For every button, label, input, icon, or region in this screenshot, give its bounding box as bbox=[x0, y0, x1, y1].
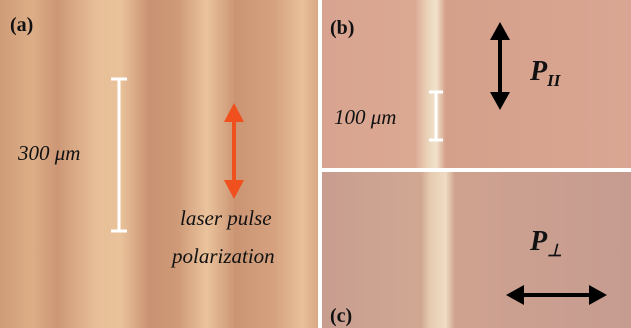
panel-c-image bbox=[322, 172, 631, 328]
panel-label: (c) bbox=[330, 305, 352, 327]
scale-label: 300 μm bbox=[17, 141, 80, 165]
figure: (a) 300 μm laser pulse polarization (b) … bbox=[0, 0, 631, 328]
panel-label: (a) bbox=[10, 14, 33, 36]
annotation: laser pulse bbox=[180, 206, 272, 230]
annotation: polarization bbox=[170, 244, 275, 268]
panel-b-image bbox=[322, 0, 631, 168]
panel-label: (b) bbox=[330, 17, 354, 39]
scale-label: 100 μm bbox=[334, 105, 396, 129]
